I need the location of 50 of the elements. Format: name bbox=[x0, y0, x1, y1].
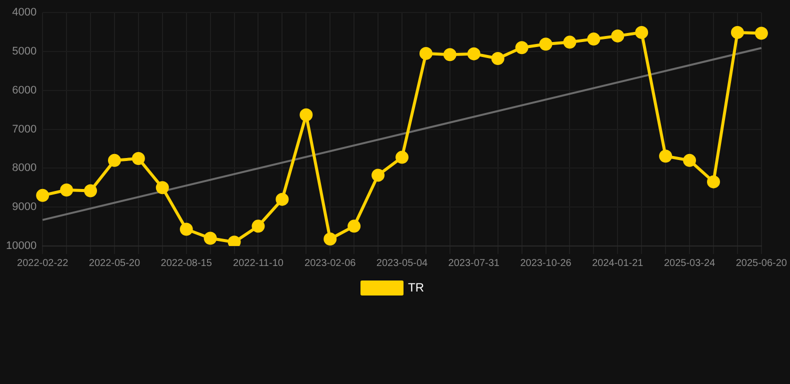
point bbox=[707, 175, 720, 188]
point bbox=[515, 41, 528, 54]
x-tick-label: 2022-05-20 bbox=[88, 258, 140, 269]
point bbox=[754, 26, 768, 40]
point bbox=[635, 26, 648, 39]
y-tick-label: 6000 bbox=[12, 84, 37, 96]
point bbox=[419, 46, 432, 60]
y-tick-label: 9000 bbox=[12, 201, 37, 214]
x-tick-label: 2022-08-15 bbox=[160, 258, 212, 269]
y-tick-label: 7000 bbox=[12, 123, 37, 136]
point bbox=[467, 47, 480, 60]
point bbox=[563, 36, 576, 49]
point bbox=[60, 183, 74, 196]
x-tick-label: 2025-06-20 bbox=[736, 258, 788, 269]
point bbox=[443, 48, 456, 62]
point bbox=[156, 181, 169, 194]
y-tick-label: 5000 bbox=[12, 46, 37, 58]
point bbox=[372, 168, 385, 182]
point bbox=[539, 38, 552, 51]
x-tick-label: 2024-01-21 bbox=[592, 258, 644, 269]
point bbox=[252, 220, 265, 233]
x-tick-label: 2022-11-10 bbox=[233, 258, 284, 269]
point bbox=[132, 152, 145, 165]
point bbox=[204, 232, 217, 245]
point bbox=[324, 232, 337, 246]
point bbox=[611, 29, 624, 42]
point bbox=[36, 188, 50, 202]
point bbox=[730, 26, 744, 39]
point bbox=[396, 150, 409, 164]
x-tick-label: 2023-10-26 bbox=[520, 258, 572, 269]
x-tick-label: 2023-05-04 bbox=[376, 258, 428, 269]
y-tick-label: 8000 bbox=[12, 162, 37, 174]
point bbox=[587, 32, 600, 46]
x-tick-label: 2023-07-31 bbox=[448, 258, 500, 269]
legend-label: TR bbox=[408, 280, 424, 294]
point bbox=[276, 192, 289, 206]
point bbox=[348, 220, 361, 233]
point bbox=[491, 52, 504, 65]
x-tick-label: 2023-02-06 bbox=[304, 258, 356, 269]
point bbox=[228, 236, 241, 246]
x-tick-label: 2025-03-24 bbox=[664, 258, 716, 269]
x-tick-label: 2022-02-22 bbox=[17, 258, 69, 269]
point bbox=[108, 154, 121, 167]
point bbox=[659, 150, 672, 163]
point bbox=[84, 184, 98, 198]
point bbox=[180, 222, 193, 236]
y-tick-label: 4000 bbox=[12, 6, 37, 19]
point bbox=[683, 154, 696, 167]
point bbox=[300, 108, 313, 122]
y-tick-label: 10000 bbox=[6, 240, 37, 252]
